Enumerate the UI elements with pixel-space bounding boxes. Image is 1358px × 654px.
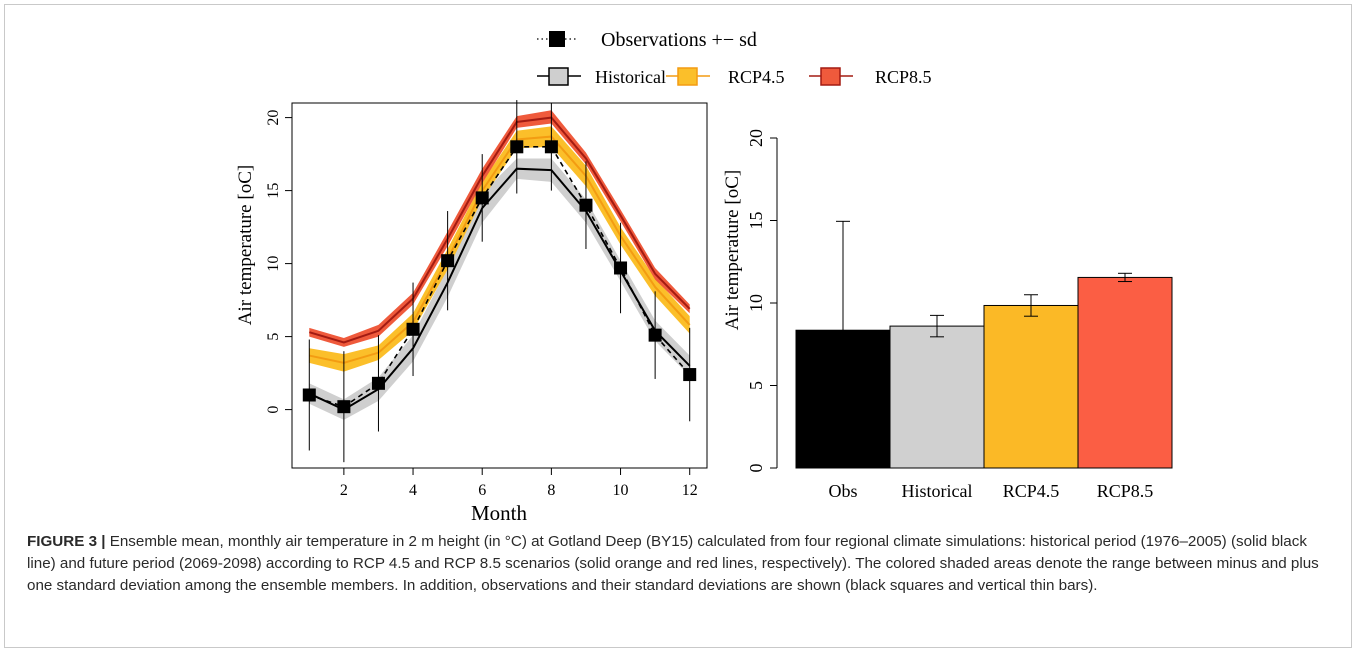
observation-point bbox=[302, 388, 316, 402]
x-tick-label: 10 bbox=[613, 482, 629, 499]
observation-point bbox=[510, 140, 524, 154]
y-tick-label: 0 bbox=[265, 406, 282, 414]
bar-chart-axes: Obs Historical RCP4.5 RCP8.5 0 5 10 15 20 bbox=[746, 129, 1153, 501]
figure-canvas: Observations +− sd Historical RCP4.5 RCP… bbox=[235, 29, 1173, 525]
caption-label: FIGURE 3 | bbox=[27, 533, 106, 550]
mean-temperature-bar-chart: Obs Historical RCP4.5 RCP8.5 0 5 10 15 20 Air te… bbox=[722, 129, 1173, 501]
x-tick-label: 2 bbox=[340, 482, 348, 499]
bar-category-label: Obs bbox=[828, 481, 857, 501]
line-chart-axes: 2 4 6 8 10 12 0 5 10 15 20 bbox=[265, 110, 698, 499]
legend-obs-square-icon bbox=[549, 31, 565, 47]
bar-y-tick-label: 20 bbox=[746, 129, 766, 147]
observation-point bbox=[441, 254, 455, 268]
legend-rcp45-label: RCP4.5 bbox=[728, 67, 785, 87]
bar-rcp85 bbox=[1077, 276, 1173, 469]
y-tick-label: 20 bbox=[265, 110, 282, 126]
x-tick-label: 4 bbox=[409, 482, 417, 499]
x-tick-label: 8 bbox=[547, 482, 555, 499]
x-tick-label: 12 bbox=[682, 482, 698, 499]
observation-point bbox=[683, 368, 697, 382]
ensemble-spread-bands bbox=[309, 110, 690, 420]
x-tick-label: 6 bbox=[478, 482, 486, 499]
observation-point bbox=[544, 140, 558, 154]
y-tick-label: 15 bbox=[265, 183, 282, 199]
monthly-temperature-line-chart: 2 4 6 8 10 12 0 5 10 15 20 Month Air temperature [… bbox=[235, 100, 708, 525]
rcp85-mean-line bbox=[309, 116, 691, 344]
observation-point bbox=[475, 191, 489, 205]
figure-caption: FIGURE 3 | Ensemble mean, monthly air te… bbox=[27, 531, 1337, 597]
observation-point bbox=[371, 376, 385, 390]
observation-point bbox=[337, 400, 351, 414]
bar-y-tick-label: 10 bbox=[746, 294, 766, 312]
historical-spread-band bbox=[309, 158, 690, 420]
caption-text: Ensemble mean, monthly air temperature i… bbox=[27, 533, 1319, 594]
observation-point bbox=[406, 322, 420, 336]
observation-point bbox=[648, 328, 662, 342]
bar-category-label: RCP4.5 bbox=[1003, 481, 1060, 501]
bar-historical bbox=[889, 325, 985, 469]
rcp45-spread-band bbox=[309, 126, 690, 372]
line-chart-plot-box bbox=[291, 102, 708, 469]
rcp85-spread-band bbox=[309, 110, 690, 347]
bar-y-tick-label: 0 bbox=[746, 464, 766, 473]
bar-chart-y-axis-label: Air temperature [oC] bbox=[722, 170, 743, 330]
figure-frame: Observations +− sd Historical RCP4.5 RCP… bbox=[4, 4, 1352, 648]
y-tick-label: 5 bbox=[265, 333, 282, 341]
bar-category-label: Historical bbox=[902, 481, 973, 501]
legend: Observations +− sd Historical RCP4.5 RCP… bbox=[537, 29, 932, 87]
legend-rcp45-swatch-icon bbox=[677, 67, 698, 86]
observation-markers bbox=[302, 100, 697, 463]
line-chart-y-axis-label: Air temperature [oC] bbox=[235, 165, 256, 325]
bar-category-label: RCP8.5 bbox=[1097, 481, 1154, 501]
bar-series bbox=[795, 220, 1173, 469]
bar-rcp45 bbox=[983, 304, 1079, 469]
line-chart-x-axis-label: Month bbox=[471, 501, 528, 525]
legend-historical-label: Historical bbox=[595, 67, 666, 87]
legend-rcp85-label: RCP8.5 bbox=[875, 67, 932, 87]
legend-historical-swatch-icon bbox=[548, 67, 569, 86]
rcp45-mean-line bbox=[309, 135, 691, 364]
bar-y-tick-label: 15 bbox=[746, 212, 766, 230]
legend-obs-label: Observations +− sd bbox=[601, 29, 757, 51]
legend-rcp85-swatch-icon bbox=[820, 67, 841, 86]
observation-point bbox=[579, 198, 593, 212]
y-tick-label: 10 bbox=[265, 256, 282, 272]
observation-point bbox=[614, 261, 628, 275]
bar-y-tick-label: 5 bbox=[746, 381, 766, 390]
